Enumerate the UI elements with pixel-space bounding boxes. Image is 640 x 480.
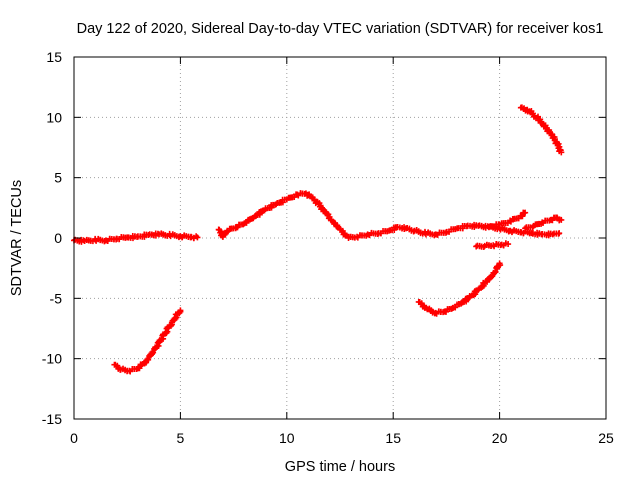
x-tick-label: 10 bbox=[279, 430, 295, 446]
data-point bbox=[543, 125, 558, 142]
data-point bbox=[168, 308, 184, 326]
y-tick-label: 0 bbox=[54, 230, 62, 246]
series-arc-7 bbox=[415, 260, 504, 317]
x-tick-label: 15 bbox=[385, 430, 401, 446]
data-point bbox=[251, 207, 268, 220]
series-arc-8 bbox=[517, 104, 565, 156]
data-point bbox=[319, 206, 334, 223]
data-point bbox=[556, 230, 563, 237]
data-point bbox=[558, 216, 565, 223]
series-arc-3 bbox=[215, 190, 563, 241]
grid-lines bbox=[74, 57, 606, 419]
y-tick-label: -15 bbox=[42, 411, 62, 427]
data-point bbox=[194, 234, 201, 241]
data-point bbox=[415, 298, 430, 311]
data-point bbox=[483, 269, 499, 285]
data-point bbox=[177, 307, 184, 314]
data-point bbox=[496, 260, 503, 267]
series-arc-5 bbox=[522, 214, 565, 232]
series-arc-2 bbox=[111, 307, 184, 375]
data-point bbox=[151, 332, 167, 353]
data-point bbox=[551, 136, 564, 155]
x-tick-label: 25 bbox=[598, 430, 614, 446]
data-layer bbox=[71, 104, 565, 375]
y-tick-label: 5 bbox=[54, 170, 62, 186]
data-point bbox=[507, 212, 524, 225]
data-point bbox=[505, 241, 512, 248]
data-point bbox=[232, 221, 247, 231]
data-point bbox=[328, 216, 344, 233]
series-arc-6 bbox=[473, 240, 512, 250]
data-point bbox=[441, 305, 455, 315]
data-point bbox=[522, 224, 536, 232]
data-point bbox=[188, 233, 200, 242]
x-tick-label: 0 bbox=[70, 430, 78, 446]
data-point bbox=[475, 278, 491, 293]
data-point bbox=[159, 321, 175, 339]
data-point bbox=[241, 214, 257, 227]
x-tick-label: 5 bbox=[177, 430, 185, 446]
data-point bbox=[522, 209, 529, 216]
y-tick-label: -5 bbox=[50, 290, 63, 306]
data-point bbox=[534, 115, 549, 130]
y-tick-label: 10 bbox=[46, 109, 62, 125]
data-point bbox=[375, 228, 391, 237]
y-tick-label: -10 bbox=[42, 351, 62, 367]
data-point bbox=[143, 345, 158, 365]
series-arc-1 bbox=[71, 230, 201, 245]
y-tick-label: 15 bbox=[46, 49, 62, 65]
series-arc-4 bbox=[485, 209, 529, 231]
data-point bbox=[558, 149, 565, 156]
x-axis-title: GPS time / hours bbox=[285, 459, 395, 475]
data-point bbox=[311, 196, 325, 213]
axis-ticks: 0 5 10 15 20 25 -15 -10 -5 0 5 10 15 bbox=[42, 49, 614, 446]
x-tick-label: 20 bbox=[492, 430, 508, 446]
y-axis-title: SDTVAR / TECUs bbox=[9, 180, 25, 296]
data-point bbox=[337, 226, 352, 240]
chart-title: Day 122 of 2020, Sidereal Day-to-day VTE… bbox=[77, 21, 604, 37]
